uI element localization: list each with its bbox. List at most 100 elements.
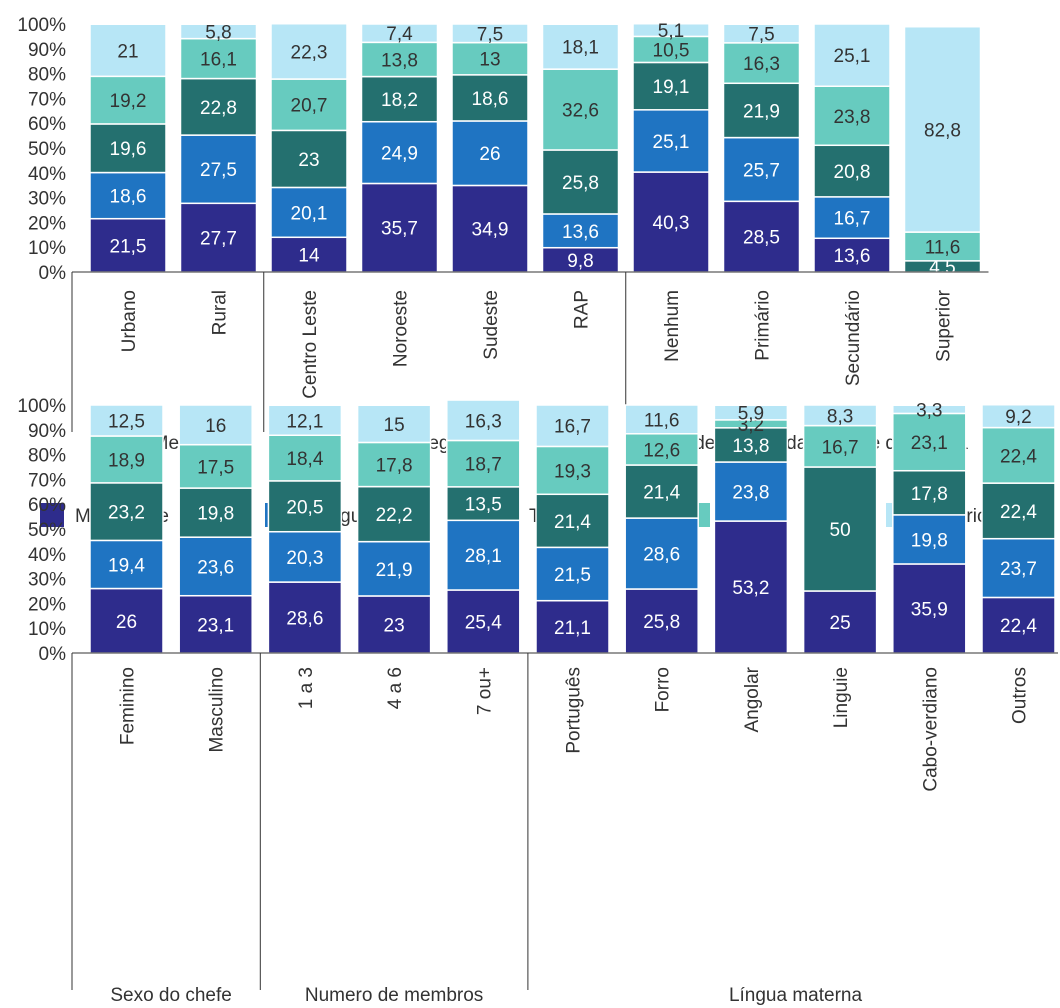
data-label: 9,8 (567, 251, 593, 272)
data-label: 22,4 (1000, 616, 1037, 637)
bar-segment (451, 74, 529, 122)
bar-segment (446, 589, 521, 654)
data-label: 18,6 (472, 89, 509, 110)
data-label: 5,9 (738, 404, 764, 425)
data-label: 4,5 (929, 257, 955, 278)
legend-swatch (40, 503, 64, 527)
data-label: 25,4 (465, 613, 502, 634)
y-tick-label: 40% (28, 545, 66, 566)
bar-segment (270, 23, 348, 80)
bar-segment (270, 129, 348, 189)
data-label: 9,2 (1005, 407, 1031, 428)
data-label: 20,1 (291, 203, 328, 224)
data-label: 16 (205, 416, 226, 437)
data-label: 5,8 (205, 22, 231, 43)
data-label: 24,9 (381, 144, 418, 165)
bar-segment (713, 461, 789, 522)
data-label: 23,2 (108, 503, 145, 524)
bar-segment (802, 404, 878, 427)
bar-segment (892, 412, 967, 472)
data-label: 25,7 (743, 160, 780, 181)
bar-segment (632, 171, 710, 273)
data-label: 23,6 (197, 557, 234, 578)
y-tick-label: 40% (28, 164, 66, 185)
y-tick-label: 90% (28, 421, 66, 442)
bar-segment (535, 404, 610, 448)
data-label: 13,8 (732, 436, 769, 457)
data-label: 10,5 (653, 40, 690, 61)
data-label: 27,7 (200, 229, 237, 250)
data-label: 18,6 (110, 187, 147, 208)
y-tick-label: 50% (28, 139, 66, 160)
data-label: 21,5 (110, 236, 147, 257)
y-tick-label: 30% (28, 570, 66, 591)
bar-segment (541, 23, 620, 70)
y-tick-label: 60% (28, 114, 66, 135)
bar-segment (179, 202, 258, 273)
bar-segment (535, 445, 610, 496)
bar-segment (722, 23, 801, 44)
data-label: 25,1 (834, 46, 871, 67)
category-label: Forro (653, 667, 674, 712)
category-label: Português (564, 667, 585, 754)
bar-segment (892, 404, 967, 415)
data-label: 23,7 (1000, 559, 1037, 580)
group-label: Sexo do chefe (110, 985, 231, 1006)
data-label: 21,5 (554, 565, 591, 586)
y-tick-label: 100% (17, 15, 66, 36)
bar-segment (178, 443, 253, 489)
bar-segment (89, 482, 164, 542)
bar-segment (541, 68, 620, 151)
data-label: 25,8 (643, 612, 680, 633)
data-label: 19,6 (110, 139, 147, 160)
data-label: 19,4 (108, 555, 145, 576)
data-label: 11,6 (925, 237, 961, 258)
bar-segment (713, 427, 789, 463)
data-label: 21,4 (643, 483, 680, 504)
data-label: 7,5 (748, 25, 774, 46)
bar-segment (451, 23, 529, 44)
data-label: 16,1 (200, 50, 237, 71)
data-label: 18,9 (108, 450, 145, 471)
data-label: 18,4 (286, 449, 323, 470)
bar-segment (179, 23, 258, 40)
data-label: 40,3 (653, 213, 690, 234)
data-label: 11,6 (644, 410, 680, 431)
y-tick-label: 10% (28, 238, 66, 259)
category-label: 7 ou+ (474, 667, 495, 715)
bar-segment (270, 186, 348, 239)
bar-segment (541, 149, 620, 215)
data-label: 35,9 (911, 599, 948, 620)
y-tick-label: 80% (28, 446, 66, 467)
data-label: 28,6 (286, 609, 323, 630)
y-tick-label: 80% (28, 65, 66, 86)
bar-segment (981, 537, 1056, 599)
category-label: Feminino (118, 667, 139, 745)
data-label: 13,6 (562, 222, 599, 243)
data-label: 21,1 (554, 618, 591, 639)
category-label: Rural (210, 290, 231, 335)
category-label: Masculino (207, 667, 228, 753)
data-label: 17,8 (376, 456, 413, 477)
y-tick-label: 60% (28, 495, 66, 516)
data-label: 19,8 (911, 530, 948, 551)
y-tick-label: 50% (28, 520, 66, 541)
category-label: Sudeste (481, 290, 502, 360)
data-label: 28,5 (743, 228, 780, 249)
category-label: 1 a 3 (296, 667, 317, 709)
data-label: 23 (384, 615, 405, 636)
data-label: 20,7 (291, 96, 328, 117)
data-label: 7,4 (386, 24, 413, 45)
bar-segment (722, 82, 801, 139)
category-label: Primário (753, 290, 774, 361)
y-tick-label: 90% (28, 40, 66, 61)
data-label: 23,8 (732, 483, 769, 504)
category-label: Linguie (831, 667, 852, 728)
data-label: 17,8 (911, 484, 948, 505)
category-label: Noroeste (391, 290, 412, 367)
data-label: 34,9 (472, 220, 509, 241)
bar-segment (446, 439, 521, 488)
bar-segment (89, 217, 167, 273)
y-tick-label: 30% (28, 189, 66, 210)
